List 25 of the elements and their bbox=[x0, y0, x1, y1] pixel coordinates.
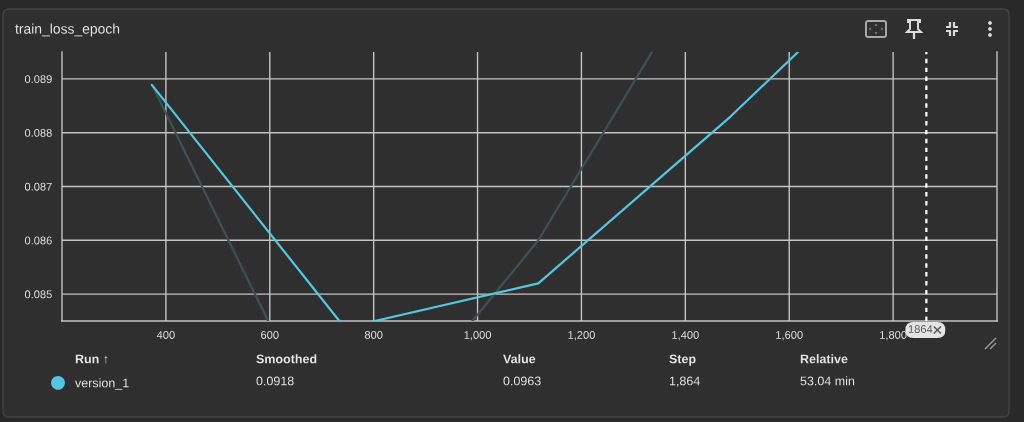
text: Step bbox=[669, 354, 696, 366]
x-tick-label: 400 bbox=[156, 331, 175, 339]
text: Run ↑ bbox=[75, 354, 108, 364]
x-tick-label: 1,800 bbox=[880, 331, 907, 341]
text: 0.0963 bbox=[503, 376, 541, 386]
x-tick-label: 1,000 bbox=[464, 331, 492, 341]
text: 1,864 bbox=[669, 376, 700, 387]
y-tick-label: 0.087 bbox=[24, 182, 52, 191]
text: Smoothed bbox=[256, 354, 317, 364]
x-tick-label: 600 bbox=[261, 331, 279, 339]
text: Value bbox=[503, 354, 536, 364]
y-tick-label: 0.086 bbox=[24, 236, 52, 245]
y-tick-label: 0.089 bbox=[24, 75, 52, 84]
text: 53.04 min bbox=[800, 376, 855, 386]
x-tick-label: 1,400 bbox=[672, 331, 699, 341]
ref-line-label: 1864 bbox=[908, 325, 933, 333]
text: Relative bbox=[800, 354, 848, 364]
x-tick-label: 1,600 bbox=[776, 331, 803, 341]
chart-title: train_loss_epoch bbox=[15, 23, 120, 37]
legend-label: version_1 bbox=[75, 378, 129, 390]
text: 0.0918 bbox=[256, 376, 294, 386]
y-tick-label: 0.085 bbox=[24, 290, 52, 299]
x-tick-label: 1,200 bbox=[568, 331, 595, 341]
y-tick-label: 0.088 bbox=[24, 128, 52, 137]
x-tick-label: 800 bbox=[364, 331, 383, 339]
